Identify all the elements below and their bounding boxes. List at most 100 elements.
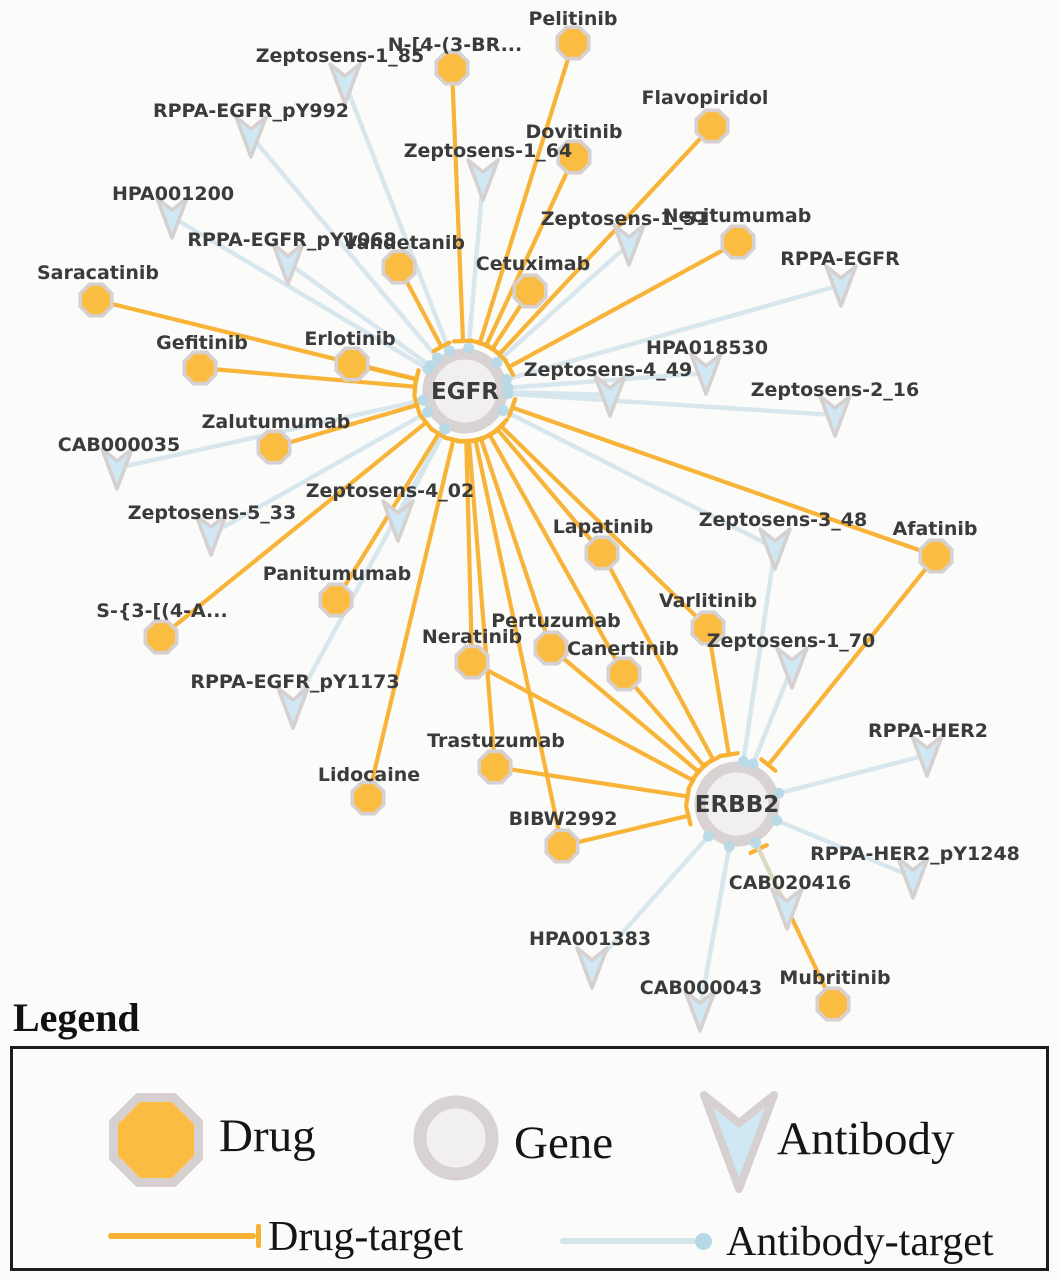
gene-label-egfr: EGFR xyxy=(431,379,499,405)
antibody-target-edge-hpa001200-egfr xyxy=(169,214,431,372)
antibody-label-zeptosens-1-70: Zeptosens-1_70 xyxy=(707,630,875,652)
antibody-node-zeptosens-1-51[interactable] xyxy=(612,223,646,267)
gene-node-erbb2[interactable] xyxy=(694,761,780,847)
antibody-target-edge-zeptosens-1-64-egfr xyxy=(466,176,486,351)
drug-node-afatinib[interactable] xyxy=(918,538,954,574)
drug-label-s3-4a: S-{3-[(4-A... xyxy=(96,600,227,622)
drug-node-neratinib[interactable] xyxy=(454,644,490,680)
antibody-label-zeptosens-1-51: Zeptosens-1_51 xyxy=(541,208,709,230)
antibody-node-rppa-egfr-py1068[interactable] xyxy=(271,242,305,286)
drug-node-mubritinib[interactable] xyxy=(815,986,851,1022)
antibody-target-edge-swatch xyxy=(560,1238,703,1244)
antibody-node-zeptosens-2-16[interactable] xyxy=(818,394,852,438)
drug-node-pelitinib[interactable] xyxy=(555,25,591,61)
antibody-label-zeptosens-5-33: Zeptosens-5_33 xyxy=(128,502,296,524)
drug-node-flavopiridol[interactable] xyxy=(694,108,730,144)
tbar-icon-cetuximab xyxy=(482,342,502,357)
antibody-node-cab000043[interactable] xyxy=(683,989,717,1033)
drug-node-zalutumumab[interactable] xyxy=(256,429,292,465)
drug-node-n4-3br[interactable] xyxy=(434,50,470,86)
drug-node-bibw2992[interactable] xyxy=(544,828,580,864)
antibody-node-zeptosens-1-85[interactable] xyxy=(328,62,362,106)
drug-label-zalutumumab: Zalutumumab xyxy=(202,411,351,433)
edge-dot-zeptosens-1-70 xyxy=(747,758,759,770)
drug-node-canertinib[interactable] xyxy=(606,656,642,692)
drug-node-vandetanib[interactable] xyxy=(381,249,417,285)
antibody-node-zeptosens-4-49[interactable] xyxy=(593,374,627,418)
antibody-node-cab020416[interactable] xyxy=(770,887,804,931)
antibody-target-edge-cab000043-erbb2 xyxy=(697,844,732,1013)
antibody-node-zeptosens-1-64[interactable] xyxy=(466,158,500,202)
drug-node-varlitinib[interactable] xyxy=(690,610,726,646)
tbar-icon-varlitinib xyxy=(717,751,740,759)
antibody-node-rppa-egfr-py992[interactable] xyxy=(234,115,268,159)
drug-node-pertuzumab[interactable] xyxy=(533,630,569,666)
edge-dot-zeptosens-1-85 xyxy=(443,345,455,357)
drug-target-edge-flavopiridol-egfr xyxy=(496,123,715,357)
drug-node-erlotinib[interactable] xyxy=(334,346,370,382)
node-labels: EGFR ERBB2 Pelitinib N-[4-(3-BR... Flavopiri… xyxy=(37,8,1020,999)
drug-target-edge-neratinib-egfr xyxy=(464,438,475,665)
drug-target-edge-trastuzumab-erbb2 xyxy=(492,764,690,799)
drug-node-lapatinib[interactable] xyxy=(584,535,620,571)
antibody-node-hpa001383[interactable] xyxy=(575,946,609,990)
antibody-node-zeptosens-3-48[interactable] xyxy=(758,527,792,571)
drug-target-edge-pertuzumab-erbb2 xyxy=(548,645,701,774)
antibody-target-edge-zeptosens-1-51-egfr xyxy=(494,241,632,365)
drug-node-trastuzumab[interactable] xyxy=(477,749,513,785)
edge-dot-rppa-her2 xyxy=(773,787,785,799)
drug-target-tbar-icon xyxy=(256,1224,261,1248)
antibody-node-rppa-egfr-py1173[interactable] xyxy=(276,686,310,730)
legend-title: Legend xyxy=(13,995,140,1040)
antibody-node-zeptosens-1-70[interactable] xyxy=(775,646,809,690)
drug-octagon-icon xyxy=(109,1093,203,1187)
antibody-label-rppa-egfr: RPPA-EGFR xyxy=(780,248,900,270)
drug-label-vandetanib: Vandetanib xyxy=(343,232,465,254)
legend-antibody-target-label: Antibody-target xyxy=(726,1219,994,1265)
antibody-target-edge-zeptosens-1-70-erbb2 xyxy=(750,664,795,767)
drug-label-lidocaine: Lidocaine xyxy=(318,764,420,786)
drug-label-n4-3br: N-[4-(3-BR... xyxy=(388,34,522,56)
drug-label-panitumumab: Panitumumab xyxy=(263,563,411,585)
drug-node-gefitinib[interactable] xyxy=(182,350,218,386)
drug-node-dovitinib[interactable] xyxy=(556,139,592,175)
antibody-label-zeptosens-4-49: Zeptosens-4_49 xyxy=(524,359,692,381)
edge-dot-cab000035 xyxy=(417,394,429,406)
edge-dot-hpa001383 xyxy=(702,830,714,842)
antibody-node-hpa001200[interactable] xyxy=(155,196,189,240)
drug-node-lidocaine[interactable] xyxy=(350,780,386,816)
drug-node-cetuximab[interactable] xyxy=(512,273,548,309)
legend-antibody-label: Antibody xyxy=(777,1113,955,1165)
antibody-target-edge-rppa-her2-erbb2 xyxy=(776,752,930,796)
gene-node-egfr[interactable] xyxy=(422,348,508,434)
drug-target-edge-n4-3br-egfr xyxy=(449,65,466,344)
antibody-node-rppa-her2-py1248[interactable] xyxy=(896,856,930,900)
edge-dot-zeptosens-3-48 xyxy=(497,404,509,416)
antibody-node-cab000035[interactable] xyxy=(100,447,134,491)
edge-dot-zeptosens-1-64 xyxy=(463,342,475,354)
drug-node-s3-4a[interactable] xyxy=(143,619,179,655)
antibody-target-edge-zeptosens-3-48-erbb2 xyxy=(741,545,778,764)
antibody-node-zeptosens-4-02[interactable] xyxy=(381,499,415,543)
antibody-node-zeptosens-5-33[interactable] xyxy=(194,513,228,557)
tbar-icon-vandetanib xyxy=(431,340,452,354)
drug-target-edge-trastuzumab-egfr xyxy=(466,438,498,770)
drug-target-edge-varlitinib-erbb2 xyxy=(705,625,731,757)
drug-node-saracatinib[interactable] xyxy=(78,282,114,318)
drug-label-dovitinib: Dovitinib xyxy=(526,121,623,143)
antibody-label-rppa-egfr-py1068: RPPA-EGFR_pY1068 xyxy=(187,229,396,251)
drug-label-gefitinib: Gefitinib xyxy=(156,332,248,354)
antibody-node-hpa018530[interactable] xyxy=(689,352,723,396)
drug-node-panitumumab[interactable] xyxy=(318,582,354,618)
antibody-node-rppa-her2[interactable] xyxy=(910,734,944,778)
antibody-label-rppa-her2: RPPA-HER2 xyxy=(868,720,988,742)
drug-target-edge-necitumumab-egfr xyxy=(506,239,741,370)
drug-target-edge-afatinib-egfr xyxy=(510,405,939,559)
drug-label-trastuzumab: Trastuzumab xyxy=(427,730,565,752)
antibody-target-edge-zeptosens-3-48-egfr xyxy=(501,408,778,551)
antibody-target-edge-zeptosens-2-16-egfr xyxy=(505,391,838,418)
drug-label-saracatinib: Saracatinib xyxy=(37,262,159,284)
drug-node-necitumumab[interactable] xyxy=(720,224,756,260)
antibody-node-rppa-egfr[interactable] xyxy=(824,264,858,308)
